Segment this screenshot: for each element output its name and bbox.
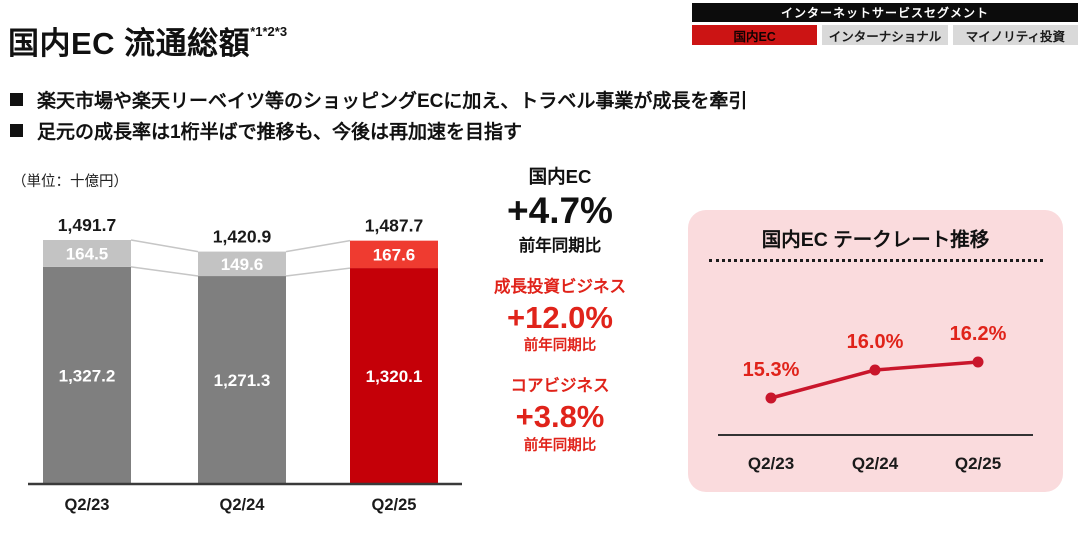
bullet-square-icon [10, 93, 23, 106]
domestic-ec-growth-value: +4.7% [507, 190, 613, 232]
svg-text:167.6: 167.6 [373, 245, 416, 264]
domestic-ec-growth-caption: 前年同期比 [518, 236, 602, 255]
svg-text:1,420.9: 1,420.9 [213, 227, 272, 247]
dotted-divider [708, 259, 1043, 262]
bullet-text: 足元の成長率は1桁半ばで推移も、今後は再加速を目指す [37, 122, 522, 143]
tab-domestic-ec-label: 国内EC [733, 29, 776, 44]
svg-text:1,271.3: 1,271.3 [214, 371, 271, 390]
svg-text:Q2/24: Q2/24 [852, 454, 899, 473]
tab-international-label: インターナショナル [828, 29, 942, 44]
bullet-list: 楽天市場や楽天リーベイツ等のショッピングECに加え、トラベル事業が成長を牽引 足… [10, 84, 747, 146]
svg-text:16.0%: 16.0% [847, 331, 904, 353]
bullet-square-icon [10, 124, 23, 137]
bullet-item: 楽天市場や楽天リーベイツ等のショッピングECに加え、トラベル事業が成長を牽引 [10, 84, 747, 115]
page-title: 国内EC 流通総額*1*2*3 [8, 18, 287, 63]
svg-text:Q2/24: Q2/24 [220, 496, 266, 514]
svg-text:Q2/25: Q2/25 [372, 496, 417, 514]
segment-tabs: 国内EC インターナショナル マイノリティ投資 [692, 25, 1078, 45]
core-business-caption: 前年同期比 [523, 437, 597, 454]
svg-text:Q2/25: Q2/25 [955, 454, 1001, 473]
svg-text:Q2/23: Q2/23 [748, 454, 794, 473]
page-title-footnote: *1*2*3 [250, 24, 288, 39]
growth-investment-label: 成長投資ビジネス [494, 277, 626, 296]
svg-text:1,327.2: 1,327.2 [59, 366, 116, 385]
growth-investment-value: +12.0% [506, 299, 613, 335]
svg-text:149.6: 149.6 [221, 255, 264, 274]
svg-text:164.5: 164.5 [66, 244, 109, 263]
take-rate-card: 国内EC テークレート推移 15.3% 16.0% 16.2% Q2/23 Q2/24 Q… [688, 210, 1063, 492]
page-title-text: 国内EC 流通総額 [8, 26, 251, 61]
segment-header-bar: インターネットサービスセグメント [692, 3, 1078, 22]
yoy-stats-column: 国内EC +4.7% 前年同期比 成長投資ビジネス +12.0% 前年同期比 コ… [470, 166, 650, 454]
tab-domestic-ec[interactable]: 国内EC [692, 25, 818, 45]
svg-text:1,320.1: 1,320.1 [366, 367, 423, 386]
tab-minority-investment-label: マイノリティ投資 [965, 29, 1065, 44]
core-business-value: +3.8% [515, 399, 605, 435]
bullet-text: 楽天市場や楽天リーベイツ等のショッピングECに加え、トラベル事業が成長を牽引 [37, 91, 748, 112]
tab-minority-investment[interactable]: マイノリティ投資 [952, 25, 1078, 45]
core-business-label: コアビジネス [510, 377, 610, 396]
gms-stacked-bar-chart: 1,491.7 164.5 1,327.2 Q2/23 1,420.9 149.6 1,27… [28, 215, 462, 514]
growth-investment-caption: 前年同期比 [523, 338, 597, 355]
bullet-item: 足元の成長率は1桁半ばで推移も、今後は再加速を目指す [10, 115, 747, 146]
segment-header-label: インターネットサービスセグメント [780, 6, 989, 20]
tab-international[interactable]: インターナショナル [822, 25, 948, 45]
svg-text:1,491.7: 1,491.7 [58, 215, 116, 235]
take-rate-title: 国内EC テークレート推移 [761, 229, 990, 251]
domestic-ec-label: 国内EC [528, 166, 592, 187]
take-rate-line-chart: 15.3% 16.0% 16.2% Q2/23 Q2/24 Q2/25 [718, 323, 1033, 473]
svg-text:Q2/23: Q2/23 [65, 496, 110, 514]
unit-label: （単位：十億円） [12, 174, 128, 190]
svg-text:1,487.7: 1,487.7 [365, 216, 423, 236]
svg-text:15.3%: 15.3% [743, 359, 800, 381]
svg-text:16.2%: 16.2% [950, 323, 1007, 345]
